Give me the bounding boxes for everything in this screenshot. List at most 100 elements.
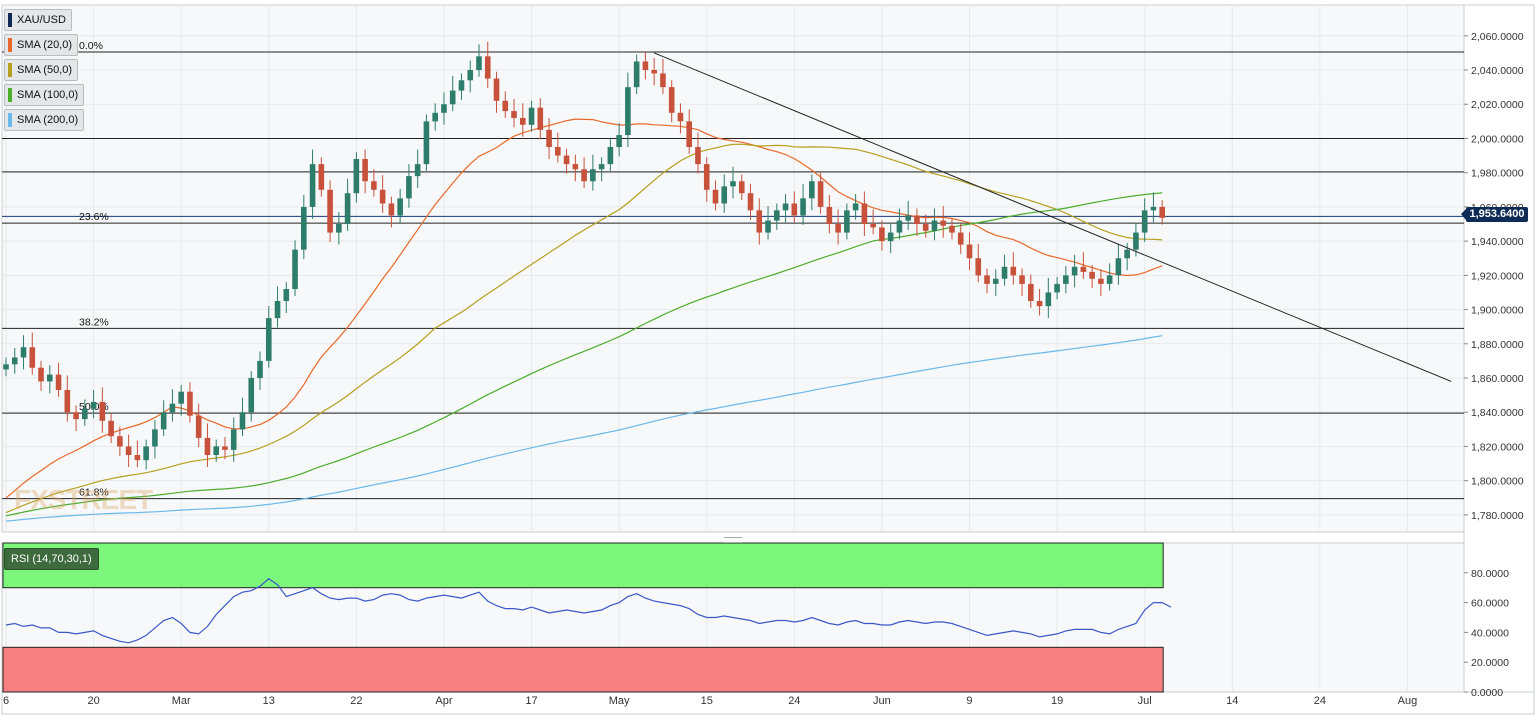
price-tick-label: 1,800.0000 bbox=[1471, 476, 1524, 488]
price-tick-label: 1,860.0000 bbox=[1471, 373, 1524, 385]
candle-body bbox=[379, 189, 386, 204]
candle-body bbox=[134, 455, 141, 461]
candle-body bbox=[11, 357, 18, 365]
candle-body bbox=[292, 249, 298, 290]
candle-body bbox=[598, 164, 605, 170]
sma200-label: SMA (200,0) bbox=[17, 114, 79, 126]
candle-body bbox=[782, 203, 789, 211]
candle-body bbox=[1001, 266, 1008, 279]
candle-body bbox=[1019, 275, 1025, 284]
indicator-badge-sma200[interactable]: SMA (200,0) bbox=[4, 109, 85, 131]
candle-body bbox=[642, 61, 649, 71]
sma100-swatch bbox=[8, 88, 12, 102]
candle-body bbox=[1045, 292, 1052, 307]
time-tick-label: 20 bbox=[87, 695, 99, 707]
candle-body bbox=[887, 232, 894, 242]
indicator-badge-sma20[interactable]: SMA (20,0) bbox=[4, 34, 79, 56]
candle-body bbox=[528, 107, 535, 125]
candle-body bbox=[817, 181, 824, 207]
candle-body bbox=[1071, 266, 1078, 276]
price-tick-label: 1,780.0000 bbox=[1471, 510, 1524, 522]
candle-body bbox=[1036, 301, 1043, 307]
candle-body bbox=[660, 73, 666, 88]
symbol-badge[interactable]: XAU/USD bbox=[4, 9, 72, 31]
time-tick-label: 9 bbox=[966, 695, 972, 707]
candle-body bbox=[966, 244, 973, 259]
candle-body bbox=[984, 275, 990, 284]
candle-body bbox=[55, 374, 62, 390]
candle-body bbox=[835, 224, 841, 233]
candle-body bbox=[800, 198, 806, 216]
candle-body bbox=[695, 147, 701, 165]
time-tick-label: Aug bbox=[1398, 695, 1418, 707]
rsi-overbought-zone bbox=[2, 542, 1164, 589]
candle-body bbox=[1115, 258, 1122, 276]
time-tick-label: 13 bbox=[263, 695, 275, 707]
candle-body bbox=[905, 215, 911, 221]
price-tick-label: 1,940.0000 bbox=[1471, 236, 1524, 248]
time-tick-label: Apr bbox=[435, 695, 452, 707]
indicator-badge-sma100[interactable]: SMA (100,0) bbox=[4, 84, 85, 106]
candle-body bbox=[99, 401, 106, 421]
sma-200-line bbox=[5, 335, 1163, 522]
candle-body bbox=[1124, 249, 1130, 259]
candle-body bbox=[1098, 278, 1104, 284]
candle-body bbox=[406, 176, 412, 199]
indicator-badge-sma50[interactable]: SMA (50,0) bbox=[4, 59, 79, 81]
candle-body bbox=[125, 446, 132, 456]
candle-body bbox=[362, 158, 368, 182]
candle-body bbox=[651, 70, 657, 74]
candle-body bbox=[327, 189, 333, 233]
candle-body bbox=[607, 147, 614, 165]
candle-body bbox=[931, 220, 938, 231]
price-tick-label: 1,920.0000 bbox=[1471, 270, 1524, 282]
candle-body bbox=[957, 232, 964, 245]
candle-body bbox=[38, 367, 44, 382]
rsi-badge[interactable]: RSI (14,70,30,1) bbox=[4, 548, 99, 570]
candle-body bbox=[581, 169, 587, 182]
candle-body bbox=[826, 206, 833, 225]
candle-body bbox=[940, 220, 947, 226]
candle-body bbox=[1141, 210, 1148, 233]
sma-50-line bbox=[5, 143, 1163, 514]
candle-body bbox=[265, 318, 272, 361]
pane-splitter-handle[interactable] bbox=[724, 537, 742, 543]
candle-body bbox=[949, 225, 955, 233]
candle-body bbox=[1106, 275, 1113, 284]
candle-body bbox=[1080, 266, 1087, 272]
price-tick-label: 1,880.0000 bbox=[1471, 339, 1524, 351]
candle-body bbox=[213, 446, 220, 456]
price-tick-label: 2,060.0000 bbox=[1471, 31, 1524, 43]
candle-body bbox=[1063, 275, 1069, 284]
candle-body bbox=[686, 121, 693, 148]
candle-body bbox=[108, 420, 114, 437]
fib-level-label: 38.2% bbox=[79, 316, 109, 328]
time-tick-label: 22 bbox=[350, 695, 362, 707]
candle-body bbox=[46, 374, 53, 382]
time-tick-label: Mar bbox=[172, 695, 191, 707]
candle-body bbox=[178, 391, 184, 404]
candle-body bbox=[992, 278, 999, 284]
time-tick-label: 6 bbox=[3, 695, 9, 707]
candle-body bbox=[879, 227, 885, 242]
candle-body bbox=[861, 203, 868, 225]
candle-body bbox=[590, 169, 596, 182]
rsi-oversold-zone bbox=[2, 646, 1164, 693]
price-tick-label: 1,840.0000 bbox=[1471, 407, 1524, 419]
last-price-tag: 1,953.6400 bbox=[1461, 207, 1528, 222]
candle-body bbox=[1133, 232, 1139, 250]
price-tick-label: 1,820.0000 bbox=[1471, 441, 1524, 453]
candle-body bbox=[1054, 283, 1060, 293]
candle-body bbox=[239, 412, 246, 430]
candle-body bbox=[809, 181, 815, 199]
fib-level-label: 0.0% bbox=[79, 40, 103, 52]
candle-body bbox=[1089, 271, 1095, 279]
candle-body bbox=[1150, 206, 1157, 211]
candle-body bbox=[738, 181, 745, 194]
candle-body bbox=[511, 111, 517, 118]
candle-body bbox=[668, 87, 675, 113]
candle-body bbox=[318, 164, 325, 190]
candle-body bbox=[730, 181, 736, 187]
candle-body bbox=[388, 203, 395, 216]
